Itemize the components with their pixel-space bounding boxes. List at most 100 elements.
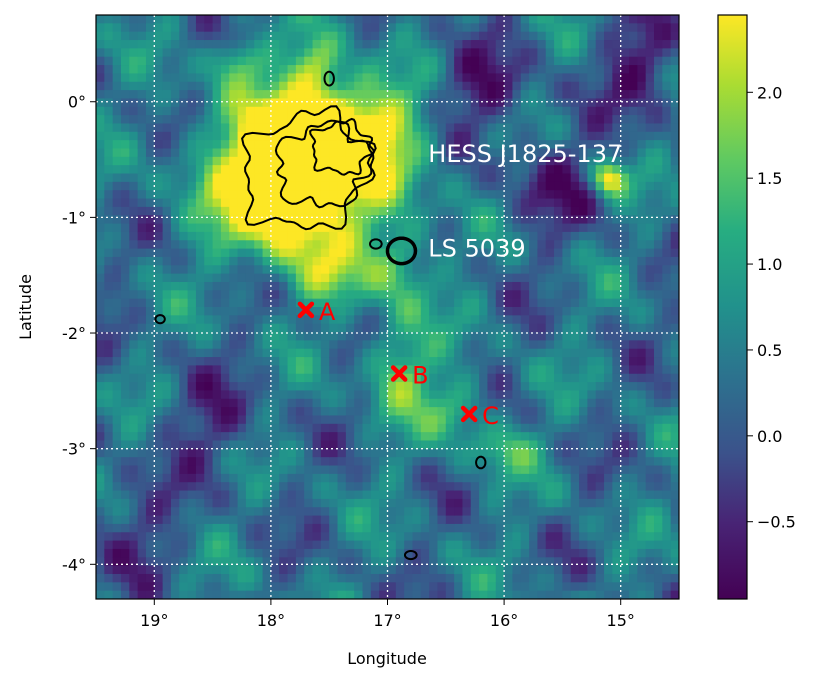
heatmap-cell: [420, 557, 430, 567]
heatmap-cell: [512, 106, 522, 116]
heatmap-cell: [412, 357, 422, 366]
heatmap-cell: [604, 415, 613, 425]
heatmap-cell: [229, 206, 239, 216]
heatmap-cell: [537, 273, 547, 283]
heatmap-cell: [179, 223, 189, 233]
heatmap-cell: [237, 473, 247, 483]
heatmap-cell: [287, 423, 297, 433]
heatmap-cell: [570, 457, 580, 467]
heatmap-cell: [279, 307, 289, 316]
heatmap-cell: [279, 231, 289, 241]
heatmap-cell: [637, 315, 647, 325]
heatmap-cell: [145, 465, 155, 475]
heatmap-cell: [587, 473, 597, 483]
heatmap-cell: [612, 348, 622, 358]
heatmap-cell: [337, 532, 347, 542]
heatmap-cell: [429, 223, 439, 233]
heatmap-cell: [187, 398, 197, 408]
heatmap-cell: [304, 181, 314, 191]
heatmap-cell: [412, 590, 422, 599]
heatmap-cell: [162, 223, 172, 233]
heatmap-cell: [387, 248, 397, 258]
heatmap-cell: [554, 73, 563, 83]
heatmap-cell: [620, 482, 630, 492]
heatmap-cell: [387, 173, 397, 183]
heatmap-cell: [487, 465, 497, 475]
heatmap-cell: [162, 523, 172, 533]
heatmap-cell: [529, 532, 539, 542]
heatmap-cell: [445, 415, 455, 425]
heatmap-cell: [595, 31, 605, 41]
heatmap-cell: [312, 590, 322, 599]
heatmap-cell: [404, 248, 414, 258]
heatmap-cell: [212, 231, 222, 241]
heatmap-cell: [570, 215, 580, 225]
heatmap-cell: [437, 515, 447, 525]
heatmap-cell: [179, 215, 189, 225]
heatmap-cell: [145, 98, 155, 108]
heatmap-cell: [295, 565, 305, 575]
heatmap-cell: [187, 248, 197, 258]
heatmap-cell: [637, 148, 647, 158]
heatmap-cell: [179, 548, 189, 558]
heatmap-cell: [137, 265, 147, 275]
heatmap-cell: [279, 281, 289, 291]
heatmap-cell: [162, 65, 172, 74]
heatmap-cell: [537, 348, 547, 358]
heatmap-cell: [354, 148, 364, 158]
heatmap-cell: [654, 98, 663, 108]
heatmap-cell: [562, 290, 572, 300]
heatmap-cell: [512, 448, 522, 458]
heatmap-cell: [137, 373, 147, 383]
heatmap-cell: [654, 482, 663, 492]
heatmap-cell: [320, 231, 330, 241]
heatmap-cell: [370, 490, 380, 500]
heatmap-cell: [520, 340, 530, 350]
heatmap-cell: [279, 73, 289, 83]
heatmap-cell: [579, 198, 588, 208]
heatmap-cell: [337, 40, 347, 49]
heatmap-cell: [520, 390, 530, 400]
heatmap-cell: [279, 382, 289, 392]
heatmap-cell: [212, 315, 222, 325]
heatmap-cell: [604, 298, 613, 308]
heatmap-cell: [429, 31, 439, 41]
heatmap-cell: [654, 407, 663, 417]
heatmap-cell: [170, 23, 180, 33]
heatmap-cell: [137, 165, 147, 175]
heatmap-cell: [329, 206, 339, 216]
heatmap-cell: [620, 532, 630, 542]
heatmap-cell: [204, 40, 214, 49]
heatmap-cell: [654, 323, 663, 333]
heatmap-cell: [220, 407, 230, 417]
heatmap-cell: [470, 131, 480, 141]
heatmap-cell: [295, 357, 305, 366]
heatmap-cell: [437, 231, 447, 241]
heatmap-cell: [620, 323, 630, 333]
heatmap-cell: [354, 231, 364, 241]
heatmap-cell: [662, 240, 672, 250]
heatmap-cell: [129, 48, 139, 58]
heatmap-cell: [545, 540, 555, 550]
heatmap-cell: [479, 573, 489, 583]
heatmap-cell: [312, 348, 322, 358]
heatmap-cell: [112, 432, 122, 442]
heatmap-cell: [454, 206, 464, 216]
heatmap-cell: [395, 548, 405, 558]
heatmap-cell: [320, 590, 330, 599]
heatmap-cell: [212, 115, 222, 125]
heatmap-cell: [245, 340, 255, 350]
heatmap-cell: [520, 457, 530, 467]
heatmap-cell: [129, 323, 139, 333]
heatmap-cell: [445, 448, 455, 458]
heatmap-cell: [370, 15, 380, 24]
heatmap-cell: [104, 382, 114, 392]
heatmap-cell: [487, 248, 497, 258]
heatmap-cell: [162, 115, 172, 125]
heatmap-cell: [212, 273, 222, 283]
heatmap-cell: [579, 40, 588, 49]
heatmap-cell: [379, 81, 389, 91]
heatmap-cell: [620, 265, 630, 275]
heatmap-cell: [629, 265, 638, 275]
heatmap-cell: [404, 348, 414, 358]
